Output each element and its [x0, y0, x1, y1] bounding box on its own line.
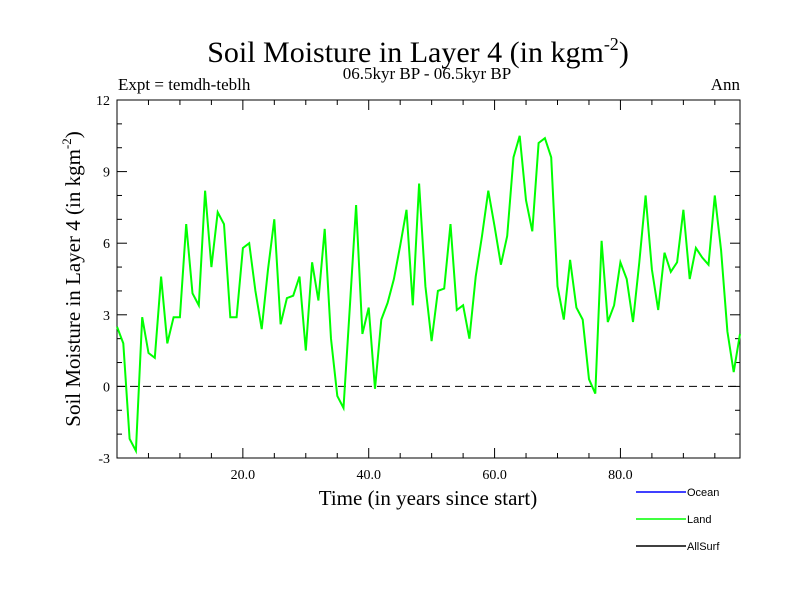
y-tick-label: -3 [98, 452, 110, 467]
y-axis-tick-labels: -3 0 3 6 9 12 [96, 94, 110, 467]
x-axis-tick-labels: 20.0 40.0 60.0 80.0 [231, 468, 633, 483]
chart-subtitle: 06.5kyr BP - 06.5kyr BP [343, 64, 511, 83]
expt-label: Expt = temdh-teblh [118, 75, 251, 94]
x-tick-label: 20.0 [231, 468, 256, 483]
y-tick-label: 0 [103, 380, 110, 395]
legend: Ocean Land AllSurf [636, 487, 720, 553]
x-axis-ticks [147, 100, 716, 458]
x-tick-label: 60.0 [482, 468, 507, 483]
chart-title-superscript: -2 [604, 34, 619, 54]
y-tick-label: 3 [103, 309, 110, 324]
legend-allsurf-label: AllSurf [687, 541, 720, 553]
legend-ocean-label: Ocean [687, 487, 719, 499]
y-axis-label-close: ) [61, 131, 85, 138]
chart-title: Soil Moisture in Layer 4 (in kgm-2) [207, 34, 629, 69]
y-axis-ticks [117, 99, 740, 459]
y-axis-label: Soil Moisture in Layer 4 (in kgm-2) [59, 131, 85, 426]
x-tick-label: 80.0 [608, 468, 633, 483]
season-label: Ann [711, 75, 741, 94]
y-tick-label: 9 [103, 166, 110, 181]
y-tick-label: 12 [96, 94, 110, 109]
y-axis-label-superscript: -2 [59, 138, 74, 149]
chart-title-close: ) [619, 36, 629, 69]
x-axis-label: Time (in years since start) [319, 486, 538, 510]
chart-title-text: Soil Moisture in Layer 4 (in kgm [207, 36, 604, 69]
legend-land-label: Land [687, 514, 711, 526]
y-axis-label-text: Soil Moisture in Layer 4 (in kgm [61, 149, 85, 427]
y-tick-label: 6 [103, 237, 110, 252]
land-series-line [116, 135, 741, 455]
plot-frame [116, 99, 741, 459]
x-tick-label: 40.0 [356, 468, 381, 483]
